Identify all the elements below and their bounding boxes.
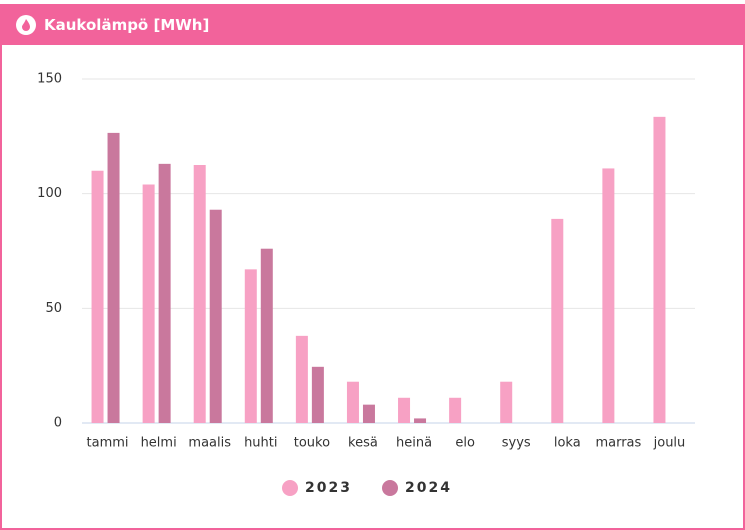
legend-marker <box>282 480 298 496</box>
y-tick-label: 100 <box>37 186 62 201</box>
title: Kaukolämpö [MWh] <box>44 15 210 34</box>
bar <box>551 218 564 423</box>
bar <box>209 209 222 423</box>
y-tick-label: 0 <box>54 416 62 431</box>
icon <box>16 14 36 35</box>
y-tick-label: 50 <box>45 301 62 316</box>
bar <box>449 397 462 423</box>
bar <box>295 335 308 423</box>
bar <box>158 163 171 423</box>
x-tick-label: syys <box>502 436 531 451</box>
bar <box>346 381 359 423</box>
bar <box>107 132 120 423</box>
bar <box>91 170 104 423</box>
x-tick-label: helmi <box>141 436 177 451</box>
x-tick-label: loka <box>554 436 581 451</box>
bar <box>653 116 666 423</box>
bar <box>414 418 427 423</box>
bar <box>244 269 257 423</box>
chart: 0 50 100 150 tammi helmi maalis huhti touko kesä h… <box>37 72 695 496</box>
x-tick-label: tammi <box>87 436 129 451</box>
legend-label: 2024 <box>405 480 452 496</box>
bar <box>311 366 324 423</box>
x-tick-label: heinä <box>396 436 432 451</box>
x-tick-label: kesä <box>348 436 378 451</box>
x-tick-label: maalis <box>188 436 231 451</box>
x-tick-label: marras <box>595 436 641 451</box>
bar <box>500 381 513 423</box>
header: Kaukolämpö [MWh] <box>2 4 743 45</box>
legend-label: 2023 <box>305 480 352 496</box>
card: Kaukolämpö [MWh] 0 50 100 150 tammi helmi maal… <box>0 4 745 530</box>
x-tick-label: huhti <box>244 436 277 451</box>
x-tick-label: touko <box>294 436 330 451</box>
bar <box>142 184 155 423</box>
bar <box>398 397 411 423</box>
y-tick-label: 150 <box>37 72 62 87</box>
bar <box>193 165 206 423</box>
bar <box>260 248 273 423</box>
x-tick-label: elo <box>455 436 475 451</box>
bar <box>362 404 375 423</box>
x-tick-label: joulu <box>653 436 686 451</box>
bar <box>602 168 615 423</box>
legend-marker <box>382 480 398 496</box>
